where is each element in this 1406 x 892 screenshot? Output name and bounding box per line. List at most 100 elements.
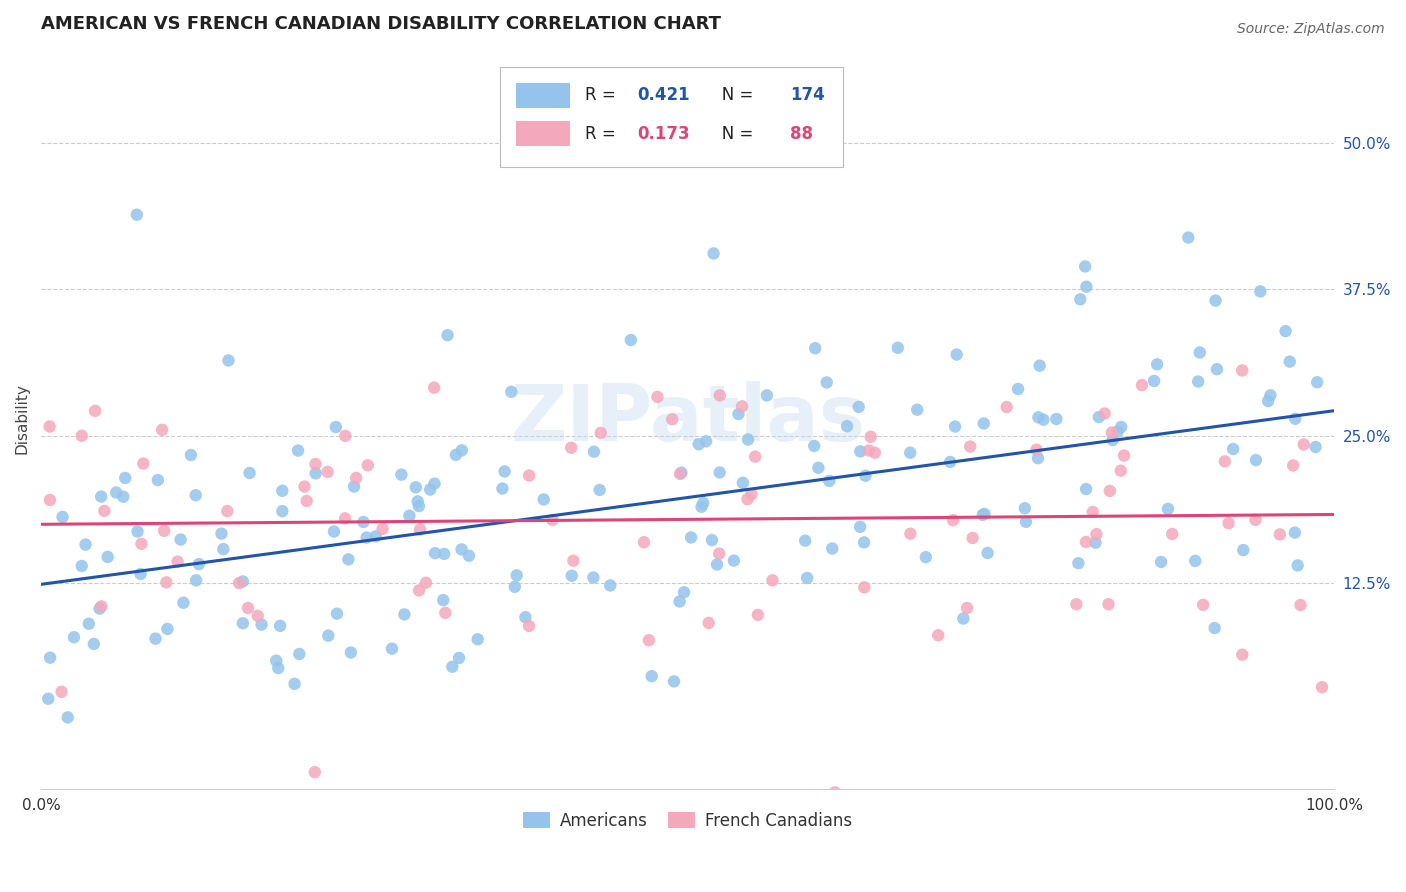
Point <box>419 483 441 497</box>
Point <box>1015 515 1038 529</box>
Point <box>127 524 149 539</box>
Point <box>288 647 311 661</box>
Point <box>582 570 605 584</box>
Point <box>849 444 872 458</box>
Text: ZIPatlas: ZIPatlas <box>510 381 865 457</box>
Point <box>807 460 830 475</box>
Point <box>589 425 612 440</box>
Point <box>304 765 326 780</box>
Point <box>39 650 62 665</box>
Point <box>458 549 481 563</box>
Point <box>169 533 191 547</box>
Point <box>406 494 429 508</box>
Point <box>1007 382 1029 396</box>
Point <box>467 632 489 647</box>
Point <box>381 641 404 656</box>
Point <box>755 388 778 402</box>
Point <box>952 611 974 625</box>
Point <box>405 480 427 494</box>
Point <box>1286 558 1309 573</box>
Point <box>211 526 233 541</box>
Point <box>973 417 995 431</box>
Point <box>858 443 880 458</box>
Point <box>51 685 73 699</box>
Point <box>155 575 177 590</box>
Point <box>695 434 717 449</box>
Point <box>747 607 769 622</box>
Point <box>1025 442 1047 457</box>
Point <box>444 448 467 462</box>
Point <box>744 450 766 464</box>
Point <box>450 542 472 557</box>
Point <box>1204 621 1226 635</box>
Text: R =: R = <box>585 125 621 143</box>
Point <box>1045 412 1067 426</box>
Point <box>517 619 540 633</box>
Point <box>943 419 966 434</box>
Point <box>761 574 783 588</box>
Point <box>63 630 86 644</box>
Point <box>1289 598 1312 612</box>
Point <box>146 473 169 487</box>
Point <box>423 476 446 491</box>
Point <box>1244 453 1267 467</box>
Text: 0.173: 0.173 <box>637 125 690 143</box>
Point <box>1213 454 1236 468</box>
Point <box>83 637 105 651</box>
Point <box>172 596 194 610</box>
Point <box>97 549 120 564</box>
Point <box>391 467 413 482</box>
Point <box>90 599 112 614</box>
Point <box>709 547 731 561</box>
Point <box>337 552 360 566</box>
Point <box>326 607 349 621</box>
Point <box>541 513 564 527</box>
Point <box>804 341 827 355</box>
Point <box>187 557 209 571</box>
Point <box>1187 375 1209 389</box>
Point <box>688 437 710 451</box>
Point <box>1274 324 1296 338</box>
Point <box>1268 527 1291 541</box>
Point <box>415 575 437 590</box>
Point <box>494 465 516 479</box>
Point <box>692 496 714 510</box>
Point <box>212 542 235 557</box>
Point <box>959 440 981 454</box>
Point <box>976 546 998 560</box>
Point <box>818 474 841 488</box>
Point <box>1278 354 1301 368</box>
Text: 174: 174 <box>790 87 824 104</box>
Point <box>269 619 291 633</box>
Point <box>1232 363 1254 377</box>
Point <box>973 507 995 521</box>
Point <box>505 568 527 582</box>
Point <box>638 633 661 648</box>
Point <box>267 661 290 675</box>
Point <box>408 583 430 598</box>
Point <box>588 483 610 497</box>
Point <box>927 628 949 642</box>
Point <box>38 419 60 434</box>
Point <box>271 504 294 518</box>
Point <box>690 500 713 514</box>
Point <box>1112 449 1135 463</box>
Point <box>271 483 294 498</box>
Point <box>125 208 148 222</box>
Point <box>794 533 817 548</box>
Point <box>962 531 984 545</box>
Point <box>423 381 446 395</box>
Point <box>737 492 759 507</box>
Point <box>156 622 179 636</box>
Point <box>859 430 882 444</box>
Point <box>75 538 97 552</box>
Point <box>633 535 655 549</box>
Point <box>236 601 259 615</box>
Point <box>1066 597 1088 611</box>
Point <box>1143 374 1166 388</box>
Point <box>855 468 877 483</box>
Point <box>287 443 309 458</box>
Point <box>166 555 188 569</box>
Point <box>305 467 328 481</box>
Point <box>1101 425 1123 440</box>
